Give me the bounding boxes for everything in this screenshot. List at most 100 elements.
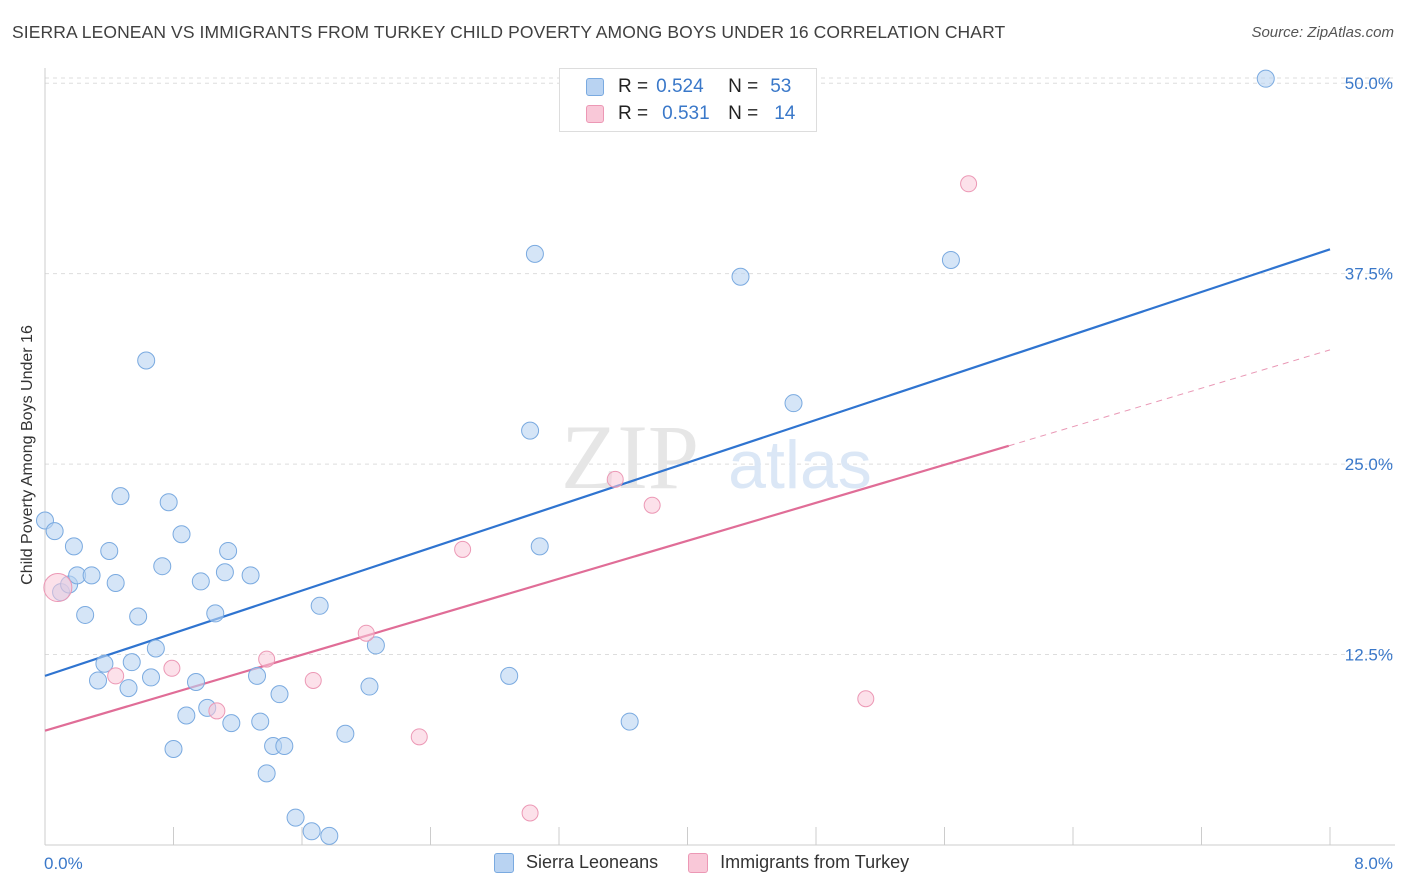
trend-line-sierra-leoneans	[44, 248, 1331, 677]
data-point-sierra-leoneans	[275, 736, 294, 755]
data-points	[36, 69, 1275, 845]
data-point-sierra-leoneans	[251, 712, 270, 731]
data-point-sierra-leoneans	[137, 351, 156, 370]
data-point-immigrants-turkey	[163, 659, 181, 677]
r-label: R =	[618, 103, 649, 124]
y-tick-label: 50.0%	[1345, 74, 1393, 93]
data-point-immigrants-turkey	[258, 650, 276, 668]
stats-legend: R = 0.524 N = 53 R = 0.531 N = 14	[559, 68, 817, 132]
data-point-sierra-leoneans	[620, 712, 639, 731]
data-point-sierra-leoneans	[186, 672, 205, 691]
chart-title: SIERRA LEONEAN VS IMMIGRANTS FROM TURKEY…	[12, 22, 1006, 42]
data-point-sierra-leoneans	[191, 572, 210, 591]
data-point-immigrants-turkey	[643, 496, 661, 514]
data-point-sierra-leoneans	[784, 394, 803, 413]
trend-line-extension-immigrants-turkey	[1008, 349, 1331, 447]
data-point-immigrants-turkey	[857, 690, 875, 708]
legend-row-sierra-leoneans: R = 0.524 N = 53	[586, 76, 791, 98]
watermark: ZIP atlas	[561, 406, 872, 508]
legend-swatch-blue	[586, 78, 604, 96]
source-credit: Source: ZipAtlas.com	[1251, 24, 1394, 41]
tick-labels: 12.5% 25.0% 37.5% 50.0% 0.0% 8.0%	[44, 74, 1393, 873]
watermark-zip: ZIP	[561, 406, 699, 508]
data-point-sierra-leoneans	[146, 639, 165, 658]
r-label: R =	[618, 76, 649, 97]
data-point-sierra-leoneans	[164, 740, 183, 759]
n-label: N =	[728, 76, 759, 97]
data-point-sierra-leoneans	[241, 566, 260, 585]
data-point-sierra-leoneans	[95, 654, 114, 673]
data-point-sierra-leoneans	[360, 677, 379, 696]
legend-row-immigrants-turkey: R = 0.531 N = 14	[586, 103, 795, 125]
data-point-immigrants-turkey	[107, 667, 125, 685]
legend-swatch-pink	[688, 852, 709, 873]
data-point-immigrants-turkey	[43, 573, 73, 603]
data-point-sierra-leoneans	[45, 522, 64, 541]
data-point-immigrants-turkey	[960, 175, 978, 193]
trend-line-immigrants-turkey	[44, 444, 1010, 732]
series-legend: Sierra Leoneans Immigrants from Turkey	[494, 852, 939, 873]
data-point-sierra-leoneans	[142, 668, 161, 687]
n-value: 14	[774, 103, 796, 124]
data-point-immigrants-turkey	[410, 728, 428, 746]
legend-swatch-pink	[586, 105, 604, 123]
x-tick-label: 8.0%	[1354, 854, 1393, 873]
y-tick-label: 12.5%	[1345, 646, 1393, 665]
trend-lines	[44, 248, 1331, 732]
y-tick-label: 37.5%	[1345, 265, 1393, 284]
data-point-immigrants-turkey	[357, 624, 375, 642]
r-value: 0.531	[662, 103, 710, 124]
data-point-sierra-leoneans	[1256, 69, 1275, 88]
data-point-sierra-leoneans	[206, 604, 225, 623]
data-point-sierra-leoneans	[100, 541, 119, 560]
data-point-sierra-leoneans	[122, 653, 141, 672]
data-point-sierra-leoneans	[530, 537, 549, 556]
legend-label: Sierra Leoneans	[526, 852, 659, 872]
data-point-sierra-leoneans	[119, 679, 138, 698]
data-point-sierra-leoneans	[257, 764, 276, 783]
data-point-sierra-leoneans	[64, 537, 83, 556]
data-point-sierra-leoneans	[302, 822, 321, 841]
data-point-sierra-leoneans	[248, 666, 267, 685]
data-point-sierra-leoneans	[731, 267, 750, 286]
n-value: 53	[770, 76, 792, 97]
data-point-sierra-leoneans	[153, 557, 172, 576]
r-value: 0.524	[656, 76, 704, 97]
legend-item-sierra-leoneans[interactable]: Sierra Leoneans	[494, 852, 658, 873]
data-point-sierra-leoneans	[222, 714, 241, 733]
data-point-immigrants-turkey	[208, 702, 226, 720]
data-point-sierra-leoneans	[215, 563, 234, 582]
legend-item-immigrants-turkey[interactable]: Immigrants from Turkey	[688, 852, 909, 873]
data-point-immigrants-turkey	[304, 671, 322, 689]
data-point-sierra-leoneans	[89, 671, 108, 690]
data-point-sierra-leoneans	[366, 636, 385, 655]
data-point-sierra-leoneans	[521, 421, 540, 440]
y-tick-label: 25.0%	[1345, 455, 1393, 474]
legend-label: Immigrants from Turkey	[720, 852, 910, 872]
watermark-atlas: atlas	[728, 427, 872, 503]
data-point-sierra-leoneans	[111, 487, 130, 506]
data-point-sierra-leoneans	[500, 666, 519, 685]
data-point-sierra-leoneans	[286, 808, 305, 827]
x-tick-label: 0.0%	[44, 854, 83, 873]
data-point-sierra-leoneans	[172, 525, 191, 544]
data-point-sierra-leoneans	[941, 250, 960, 269]
n-label: N =	[728, 103, 759, 124]
axes	[44, 68, 1395, 846]
data-point-sierra-leoneans	[336, 724, 355, 743]
data-point-sierra-leoneans	[159, 493, 178, 512]
legend-swatch-blue	[494, 852, 514, 873]
data-point-sierra-leoneans	[320, 826, 339, 845]
data-point-sierra-leoneans	[219, 541, 238, 560]
data-point-sierra-leoneans	[525, 244, 544, 263]
data-point-sierra-leoneans	[270, 685, 289, 704]
data-point-immigrants-turkey	[454, 540, 472, 558]
data-point-immigrants-turkey	[521, 804, 539, 822]
data-point-sierra-leoneans	[82, 566, 101, 585]
data-point-sierra-leoneans	[177, 706, 196, 725]
data-point-immigrants-turkey	[606, 470, 624, 488]
data-point-sierra-leoneans	[310, 596, 329, 615]
data-point-sierra-leoneans	[76, 605, 95, 624]
data-point-sierra-leoneans	[106, 573, 125, 592]
data-point-sierra-leoneans	[129, 607, 148, 626]
